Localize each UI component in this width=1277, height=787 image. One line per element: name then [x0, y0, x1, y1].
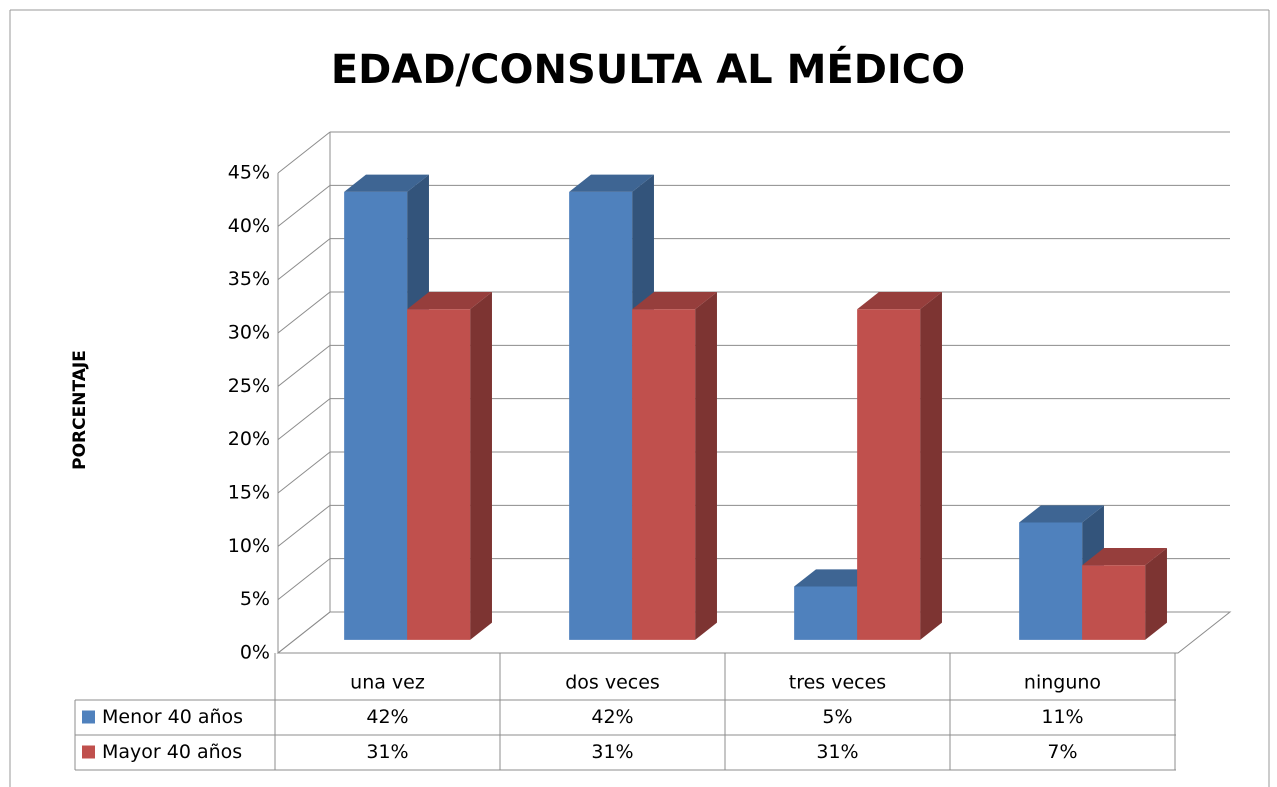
- legend-label: Menor 40 años: [102, 706, 243, 728]
- table-cell: 11%: [1041, 706, 1083, 728]
- grid-line: [277, 238, 331, 281]
- grid-line: [277, 131, 331, 174]
- bar-side: [1145, 547, 1167, 640]
- legend-label: Mayor 40 años: [102, 741, 242, 763]
- bar-side: [920, 291, 942, 640]
- grid-line: [277, 558, 331, 601]
- bar: [632, 309, 696, 640]
- y-tick-label: 35%: [228, 268, 270, 290]
- y-tick-label: 40%: [228, 215, 270, 237]
- bar-side: [470, 291, 492, 640]
- x-tick-label: dos veces: [565, 672, 660, 694]
- bar-top: [407, 291, 492, 310]
- grid-line: [277, 398, 331, 441]
- bar: [407, 309, 471, 640]
- bar: [569, 191, 633, 640]
- bar: [344, 191, 408, 640]
- y-tick-label: 25%: [228, 375, 270, 397]
- legend-swatch: [82, 710, 95, 724]
- bar-top: [1082, 547, 1167, 566]
- bar-top: [1019, 505, 1104, 523]
- bar-top: [569, 174, 654, 192]
- y-tick-label: 20%: [228, 428, 270, 450]
- y-tick-label: 15%: [228, 482, 270, 504]
- grid-line: [277, 184, 331, 227]
- table-cell: 42%: [591, 706, 633, 728]
- y-tick-label: 10%: [228, 535, 270, 557]
- grid-line: [277, 344, 331, 387]
- bar: [794, 586, 858, 640]
- bar-top: [857, 291, 942, 310]
- grid-line: [277, 291, 331, 334]
- bar-top: [632, 291, 717, 310]
- table-cell: 7%: [1047, 741, 1077, 763]
- bar: [857, 309, 921, 640]
- x-tick-label: tres veces: [789, 672, 886, 694]
- grid-line: [277, 611, 331, 654]
- grid-line: [277, 451, 331, 494]
- grid-line: [277, 504, 331, 547]
- x-tick-label: ninguno: [1024, 672, 1101, 694]
- table-cell: 31%: [591, 741, 633, 763]
- table-cell: 42%: [366, 706, 408, 728]
- legend-swatch: [82, 745, 95, 759]
- bar-top: [344, 174, 429, 192]
- table-cell: 31%: [366, 741, 408, 763]
- y-tick-label: 0%: [240, 642, 270, 664]
- table-cell: 31%: [816, 741, 858, 763]
- y-tick-label: 5%: [240, 588, 270, 610]
- bar: [1082, 565, 1146, 640]
- bar-side: [695, 291, 717, 640]
- y-axis-title: PORCENTAJE: [70, 350, 90, 470]
- y-tick-label: 45%: [228, 162, 270, 184]
- x-tick-label: una vez: [350, 672, 425, 694]
- y-tick-label: 30%: [228, 322, 270, 344]
- chart-title: EDAD/CONSULTA AL MÉDICO: [331, 45, 965, 93]
- table-cell: 5%: [822, 706, 852, 728]
- bar: [1019, 522, 1083, 640]
